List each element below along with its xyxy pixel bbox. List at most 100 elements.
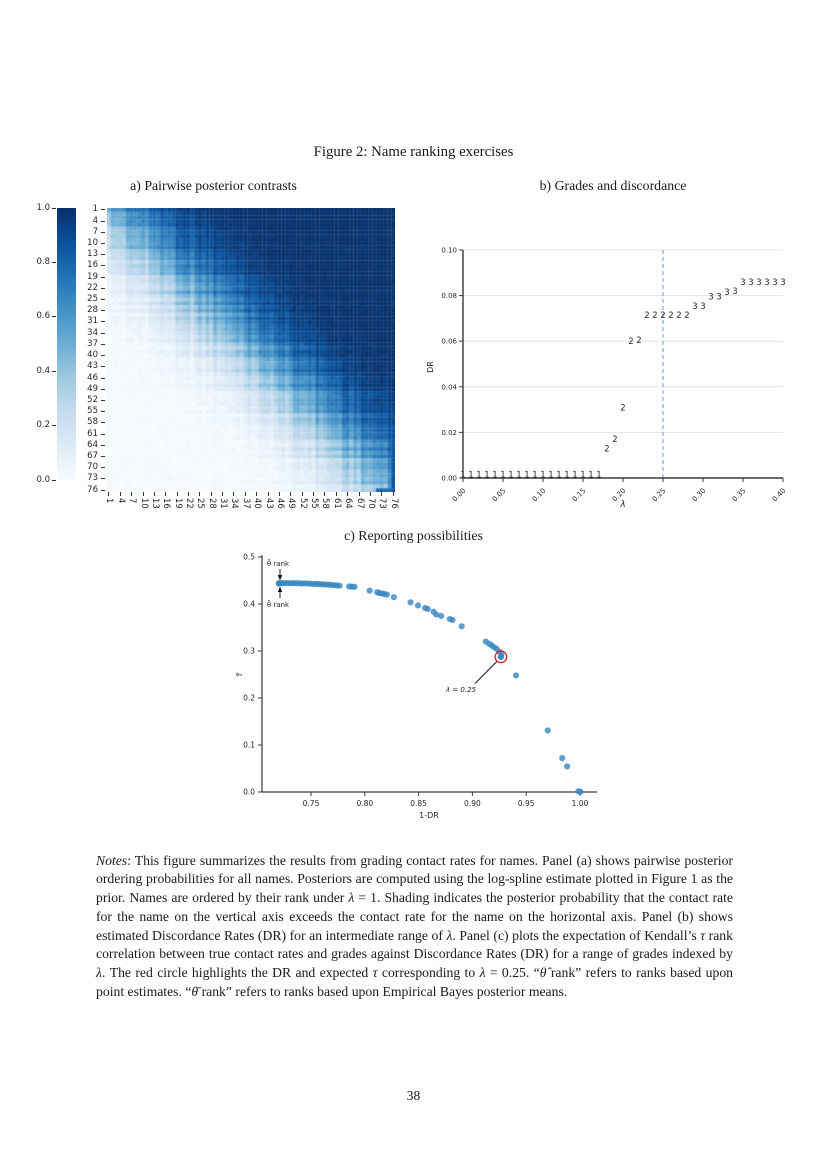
heatmap-xtick (335, 492, 337, 496)
y-tick-label: 0.02 (441, 429, 457, 437)
heatmap-xtick (290, 492, 292, 496)
heatmap-xtick-label: 31 (218, 498, 229, 509)
data-point (577, 788, 584, 795)
heatmap-ytick-label: 76 (87, 484, 98, 495)
heatmap-ytick-label: 7 (92, 226, 98, 237)
callout-line (474, 661, 498, 684)
heatmap-xtick (313, 492, 315, 496)
y-tick-label: 0.0 (243, 788, 255, 797)
heatmap-xtick (119, 492, 121, 496)
heatmap-xtick (233, 492, 235, 496)
panel-c-title: c) Reporting possibilities (344, 528, 483, 543)
notes-text-segment: = 1. Shading indicates the posterior pro… (96, 890, 734, 943)
grade-marker: 3 (772, 278, 777, 288)
theta-bar-arrowhead (277, 586, 283, 592)
y-tick-label: 0.08 (441, 292, 457, 300)
x-tick-label: 0.15 (571, 487, 588, 504)
grade-marker: 2 (684, 311, 689, 321)
heatmap-xtick-label: 49 (286, 498, 297, 509)
notes-text-segment: corresponding to (377, 964, 480, 980)
colorbar-tick-label: 0.6 (36, 311, 50, 322)
grade-marker: 2 (676, 311, 681, 321)
heatmap-ytick-label: 25 (87, 294, 98, 305)
figure-notes: Notes: This figure summarizes the result… (96, 852, 733, 1002)
lambda-callout-label: λ = 0.25 (445, 686, 477, 694)
heatmap-xtick-label: 76 (388, 498, 399, 509)
heatmap-ytick (101, 422, 105, 424)
notes-italic-segment: λ (348, 890, 355, 906)
heatmap-ytick-label: 70 (87, 462, 98, 473)
grade-marker: 3 (724, 288, 729, 298)
x-tick-label: 0.85 (410, 799, 427, 808)
colorbar-tick-label: 0.4 (36, 365, 50, 376)
theta-bar-rank-label: θ̄ rank (267, 600, 290, 609)
data-point (433, 611, 440, 618)
heatmap-xtick (222, 492, 224, 496)
heatmap-ytick (101, 377, 105, 379)
y-tick-label: 0.4 (243, 600, 255, 609)
heatmap-xtick-label: 73 (377, 498, 388, 509)
heatmap-ytick (101, 467, 105, 469)
panel-a-heatmap: 1.0 0.8 0.6 0.4 0.2 0.0 1 4 7 10 13 16 19 22 25 28 31 34 3… (0, 0, 827, 530)
grade-marker: 1 (484, 471, 489, 481)
heatmap-ytick-label: 73 (87, 473, 98, 484)
heatmap-xtick (153, 492, 155, 496)
x-tick-label: 0.05 (491, 487, 508, 504)
x-tick-label: 0.35 (731, 487, 748, 504)
heatmap-ytick (101, 243, 105, 244)
grade-marker: 1 (500, 471, 505, 481)
heatmap-ytick (101, 287, 105, 289)
heatmap-ytick (101, 209, 105, 211)
grade-marker: 1 (476, 471, 481, 481)
notes-text-segment: = 0.25. “ (485, 964, 540, 980)
heatmap-xtick (244, 492, 246, 496)
data-point (438, 612, 445, 620)
grade-marker: 3 (732, 287, 737, 297)
heatmap-xtick-label: 34 (229, 498, 240, 509)
heatmap-xtick (347, 492, 349, 496)
y-tick-label: 0.2 (243, 694, 255, 703)
heatmap-xtick-label: 13 (149, 498, 160, 509)
x-tick-label: 0.75 (303, 799, 320, 808)
heatmap-xtick (187, 492, 189, 496)
colorbar-tick (52, 370, 56, 372)
heatmap-ytick (101, 444, 105, 446)
heatmap-xtick (210, 492, 212, 496)
x-tick-label: 0.00 (451, 487, 468, 504)
colorbar-tick-label: 1.0 (36, 202, 50, 213)
heatmap-xtick (392, 492, 394, 496)
colorbar (57, 208, 76, 480)
colorbar-tick-label: 0.8 (36, 256, 50, 267)
heatmap-ytick (101, 231, 105, 233)
grade-marker: 3 (716, 293, 721, 303)
y-tick-label: 0.06 (441, 338, 457, 346)
data-point (383, 591, 390, 598)
heatmap-ytick-label: 34 (87, 327, 98, 338)
heatmap-xtick-label: 64 (343, 498, 354, 509)
notes-text-segment: . The red circle highlights the DR and e… (101, 964, 373, 980)
heatmap-ytick-label: 1 (92, 204, 98, 215)
y-tick-label: 0.1 (243, 741, 255, 750)
heatmap-xtick-label: 40 (252, 498, 263, 509)
grade-marker: 1 (596, 471, 601, 481)
grade-marker: 2 (660, 311, 665, 321)
data-point (544, 727, 551, 734)
page-number: 38 (406, 1088, 421, 1103)
y-tick-label: 0.00 (441, 475, 457, 483)
heatmap-ytick (101, 220, 105, 222)
grade-marker: 3 (692, 302, 697, 312)
grade-marker: 1 (516, 471, 521, 481)
y-axis-label: τ̄ (235, 672, 244, 677)
notes-italic-segment: Notes (96, 852, 128, 868)
theta-hat-arrowhead (277, 575, 283, 581)
heatmap-xtick (108, 492, 110, 496)
grade-marker: 3 (700, 302, 705, 312)
heatmap-xtick-label: 58 (320, 498, 331, 509)
heatmap-xtick-label: 46 (274, 498, 285, 509)
heatmap-ytick-label: 10 (87, 238, 98, 248)
data-point (449, 616, 456, 624)
heatmap-xtick (142, 492, 144, 496)
heatmap-ytick-label: 22 (87, 282, 98, 293)
heatmap-ytick (101, 388, 105, 390)
x-tick-label: 0.95 (518, 799, 535, 808)
